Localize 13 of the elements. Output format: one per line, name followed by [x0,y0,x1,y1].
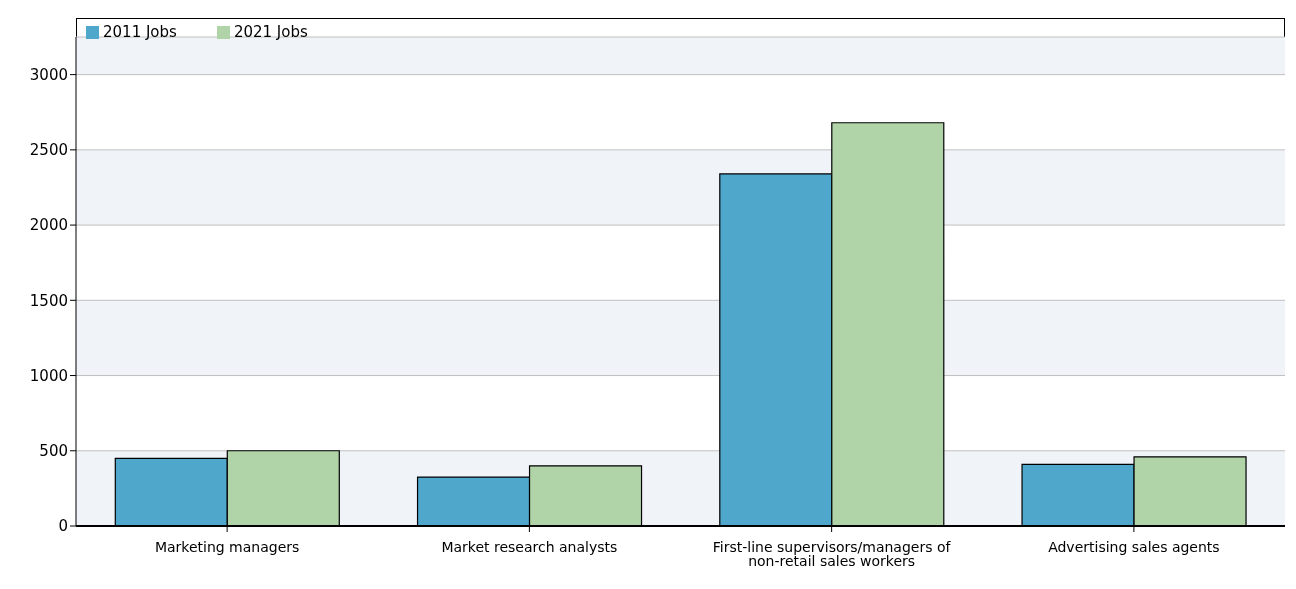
x-tick-label: Marketing managers [154,538,300,555]
y-tick-label: 3000 [29,65,68,84]
y-tick-label: 1000 [29,366,68,385]
x-tick-label: Advertising sales agents [1048,538,1220,555]
y-tick-label: 1500 [29,291,68,310]
x-tick-label: First-line supervisors/managers of non-retail sales workers [712,538,952,569]
legend-label: 2021 Jobs [233,23,308,41]
legend-label: 2011 Jobs [103,23,177,41]
y-tick-label: 2000 [29,216,68,235]
y-tick-label: 2500 [29,141,68,160]
y-tick-label: 0 [58,517,68,536]
y-tick-label: 500 [39,442,68,461]
x-tick-label: Market research analysts [441,538,618,555]
